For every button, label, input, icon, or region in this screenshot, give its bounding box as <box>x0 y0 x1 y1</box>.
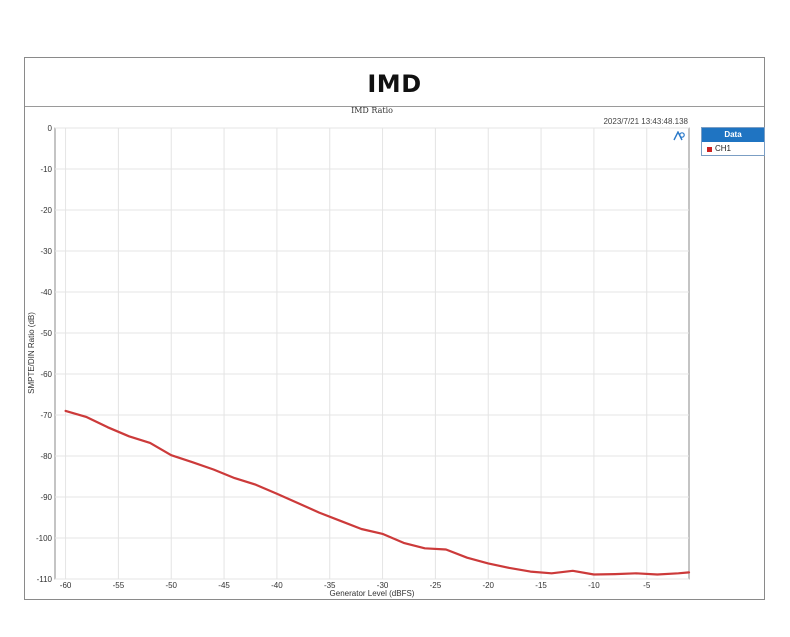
x-tick-label: -20 <box>482 581 494 590</box>
ap-logo-icon <box>673 131 685 141</box>
y-tick-label: -100 <box>36 534 53 543</box>
y-tick-label: -40 <box>40 288 52 297</box>
y-tick-label: -70 <box>40 411 52 420</box>
y-tick-label: -90 <box>40 493 52 502</box>
plot-area <box>54 127 690 580</box>
x-tick-label: -40 <box>271 581 283 590</box>
y-tick-label: -30 <box>40 247 52 256</box>
x-tick-label: -60 <box>60 581 72 590</box>
tick-labels: -60 -55 -50 -45 -40 -35 -30 -25 -20 -15 -10 -50-10-… <box>36 124 651 590</box>
series-layer <box>64 409 691 576</box>
x-tick-label: -45 <box>218 581 230 590</box>
x-tick-label: -35 <box>324 581 336 590</box>
y-tick-label: -110 <box>37 575 53 584</box>
x-tick-label: -55 <box>113 581 125 590</box>
x-tick-label: -10 <box>588 581 600 590</box>
y-tick-label: -10 <box>40 165 52 174</box>
x-tick-label: -5 <box>643 581 651 590</box>
series-line-ch1 <box>64 409 691 576</box>
x-tick-label: -30 <box>377 581 389 590</box>
y-tick-label: -80 <box>40 452 52 461</box>
y-axis-label: SMPTE/DIN Ratio (dB) <box>27 312 36 394</box>
y-tick-label: -50 <box>40 329 52 338</box>
legend-swatch <box>707 146 712 152</box>
legend: Data CH1 <box>701 127 765 156</box>
grid-lines <box>55 127 689 580</box>
title-divider <box>25 106 764 107</box>
chart-timestamp: 2023/7/21 13:43:48.138 <box>603 117 688 126</box>
legend-header: Data <box>702 128 764 142</box>
x-tick-label: -15 <box>535 581 547 590</box>
x-axis-label: Generator Level (dBFS) <box>330 589 415 598</box>
y-tick-label: -20 <box>40 206 52 215</box>
y-tick-label: -60 <box>40 370 52 379</box>
x-tick-label: -50 <box>165 581 177 590</box>
page-title: IMD <box>367 70 422 98</box>
y-tick-label: 0 <box>48 124 53 133</box>
x-tick-label: -25 <box>430 581 442 590</box>
chart-title: IMD Ratio <box>351 106 393 115</box>
legend-entry-ch1[interactable]: CH1 <box>702 142 764 156</box>
legend-entry-label: CH1 <box>715 144 732 153</box>
